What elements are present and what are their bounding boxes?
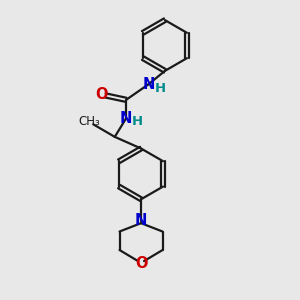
Text: O: O <box>95 87 108 102</box>
Text: O: O <box>135 256 147 271</box>
Text: CH₃: CH₃ <box>79 116 100 128</box>
Text: N: N <box>135 213 147 228</box>
Text: H: H <box>132 116 143 128</box>
Text: N: N <box>142 77 155 92</box>
Text: H: H <box>154 82 165 95</box>
Text: N: N <box>120 111 132 126</box>
